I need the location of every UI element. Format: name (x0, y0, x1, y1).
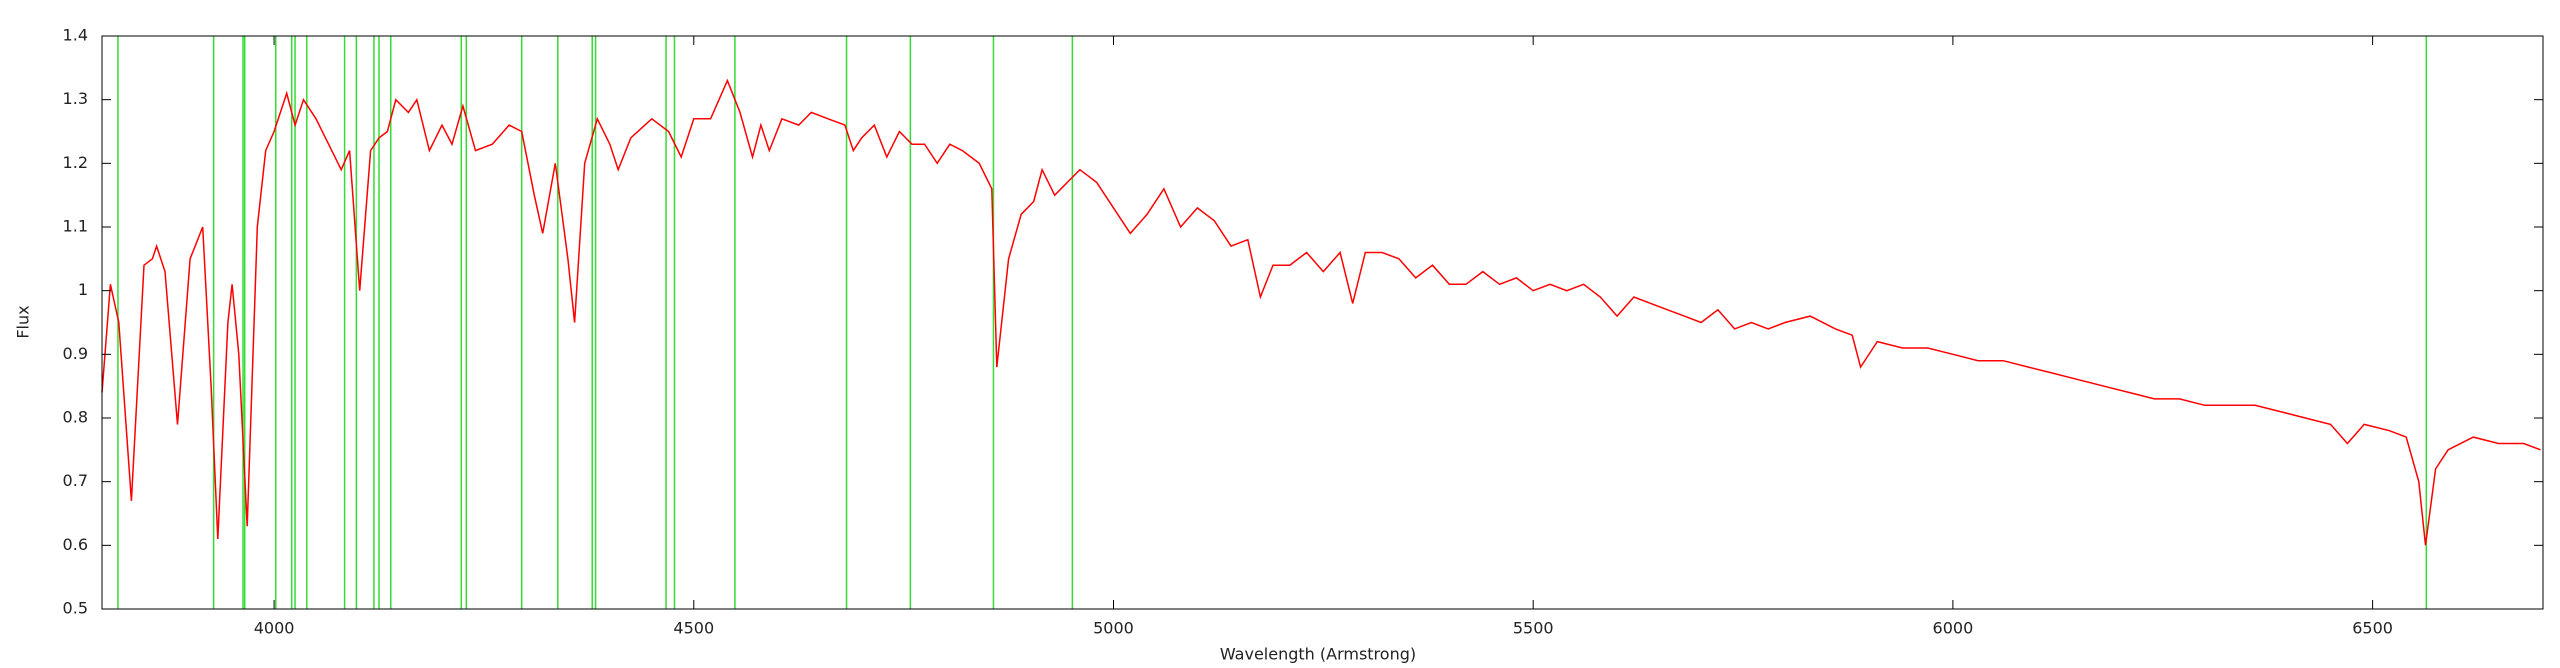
y-tick-label: 1.1 (63, 217, 88, 236)
y-tick-label: 0.9 (63, 344, 88, 363)
x-tick-label: 4500 (673, 619, 714, 638)
y-tick-label: 0.5 (63, 599, 88, 618)
x-tick-label: 5000 (1093, 619, 1134, 638)
y-tick-label: 0.7 (63, 471, 88, 490)
x-tick-label: 4000 (254, 619, 295, 638)
y-tick-label: 0.8 (63, 408, 88, 427)
y-tick-label: 1.4 (63, 26, 88, 45)
y-tick-label: 1.2 (63, 153, 88, 172)
plot-frame (101, 35, 2544, 610)
x-tick-label: 6500 (2352, 619, 2393, 638)
y-axis-label: Flux (14, 305, 33, 338)
spectrum-line (101, 78, 2541, 546)
y-tick-label: 0.6 (63, 535, 88, 554)
x-axis-label: Wavelength (Armstrong) (1220, 645, 1416, 664)
y-tick-label: 1 (78, 280, 88, 299)
x-tick-label: 5500 (1513, 619, 1554, 638)
y-tick-label: 1.3 (63, 89, 88, 108)
x-tick-label: 6000 (1933, 619, 1974, 638)
